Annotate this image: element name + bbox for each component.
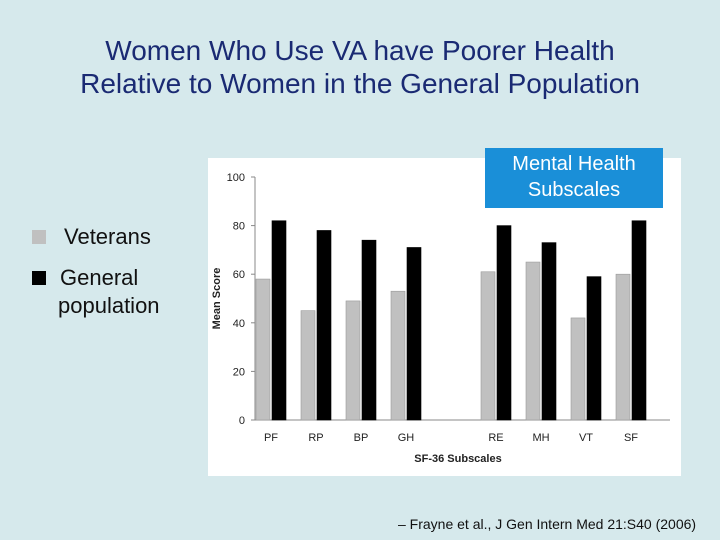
y-tick-label: 0 xyxy=(239,415,245,427)
y-tick-label: 60 xyxy=(233,269,245,281)
x-tick-label: BP xyxy=(354,432,369,444)
x-tick-label: VT xyxy=(579,432,593,444)
mental-health-callout: Mental Health Subscales xyxy=(485,148,663,208)
y-tick-label: 80 xyxy=(233,221,245,233)
bar-re-veterans xyxy=(480,271,496,421)
slide-title: Women Who Use VA have Poorer Health Rela… xyxy=(0,34,720,100)
legend-label-veterans: Veterans xyxy=(64,224,151,249)
bar-rp-veterans xyxy=(300,310,316,421)
bar-re-general xyxy=(496,225,512,421)
bar-vt-veterans xyxy=(570,317,586,421)
x-tick-label: PF xyxy=(264,432,278,444)
bar-sf-veterans xyxy=(615,273,631,421)
chart-panel: 0 20 40 60 80 100 Mean Score SF-36 Subscales PF R… xyxy=(208,158,681,476)
x-tick-label: RP xyxy=(308,432,323,444)
bar-bp-veterans xyxy=(345,300,361,421)
bar-chart: 0 20 40 60 80 100 Mean Score SF-36 Subscales PF R… xyxy=(211,172,670,465)
y-tick-label: 20 xyxy=(233,366,245,378)
bar-bp-general xyxy=(361,239,377,421)
legend-label-general-2: population xyxy=(58,293,160,318)
x-tick-label: SF xyxy=(624,432,638,444)
legend-label-general-1: General xyxy=(60,265,139,290)
y-tick-label: 40 xyxy=(233,318,245,330)
bar-pf-veterans xyxy=(255,278,271,421)
bar-gh-general xyxy=(406,247,422,421)
callout-line-1: Mental Health xyxy=(512,153,636,175)
legend-swatch-general xyxy=(32,271,46,285)
bar-sf-general xyxy=(631,220,647,421)
x-tick-label: GH xyxy=(398,432,415,444)
bar-gh-veterans xyxy=(390,290,406,421)
title-line-2: Relative to Women in the General Populat… xyxy=(80,68,640,99)
x-tick-label: MH xyxy=(532,432,549,444)
bar-mh-general xyxy=(541,242,557,421)
title-line-1: Women Who Use VA have Poorer Health xyxy=(105,35,615,66)
x-tick-label: RE xyxy=(488,432,503,444)
x-axis-label: SF-36 Subscales xyxy=(414,453,501,465)
bar-vt-general xyxy=(586,276,602,421)
y-axis-label: Mean Score xyxy=(211,268,223,330)
callout-line-2: Subscales xyxy=(527,179,621,201)
y-tick-label: 100 xyxy=(227,172,245,184)
bar-mh-veterans xyxy=(525,261,541,421)
legend-swatch-veterans xyxy=(32,230,46,244)
bar-rp-general xyxy=(316,230,332,421)
citation: – Frayne et al., J Gen Intern Med 21:S40… xyxy=(398,516,697,532)
bar-pf-general xyxy=(271,220,287,421)
